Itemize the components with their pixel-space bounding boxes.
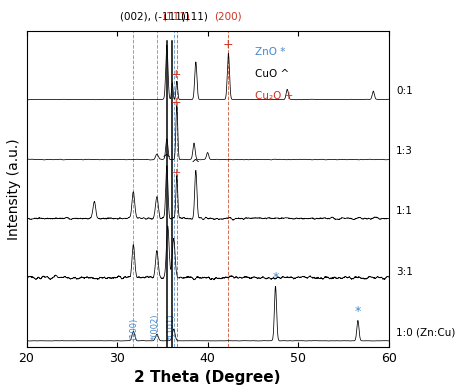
Text: 1:1: 1:1 bbox=[396, 207, 413, 216]
Text: Cu₂O +: Cu₂O + bbox=[255, 91, 293, 101]
Text: *: * bbox=[355, 305, 361, 318]
Text: CuO ^: CuO ^ bbox=[255, 69, 289, 79]
Text: +: + bbox=[223, 38, 234, 51]
X-axis label: 2 Theta (Degree): 2 Theta (Degree) bbox=[134, 370, 281, 385]
Text: *: * bbox=[273, 271, 279, 284]
Text: 3:1: 3:1 bbox=[396, 267, 413, 277]
Text: *(101): *(101) bbox=[167, 313, 176, 340]
Y-axis label: Intensity (a.u.): Intensity (a.u.) bbox=[7, 138, 21, 240]
Text: 1:0 (Zn:Cu): 1:0 (Zn:Cu) bbox=[396, 327, 456, 337]
Text: (200): (200) bbox=[215, 12, 242, 22]
Text: ^: ^ bbox=[191, 159, 201, 169]
Text: +: + bbox=[171, 96, 182, 109]
Text: (002), (-111): (002), (-111) bbox=[120, 12, 186, 22]
Text: +: + bbox=[171, 68, 182, 81]
Text: (111): (111) bbox=[181, 12, 209, 22]
Text: 1:3: 1:3 bbox=[396, 146, 413, 156]
Text: (111): (111) bbox=[163, 12, 190, 22]
Text: (100): (100) bbox=[129, 318, 138, 340]
Text: +: + bbox=[172, 168, 181, 178]
Text: ^: ^ bbox=[162, 154, 172, 164]
Text: *(002): *(002) bbox=[151, 313, 160, 340]
Text: ZnO *: ZnO * bbox=[255, 47, 285, 57]
Text: 0:1: 0:1 bbox=[396, 86, 413, 96]
